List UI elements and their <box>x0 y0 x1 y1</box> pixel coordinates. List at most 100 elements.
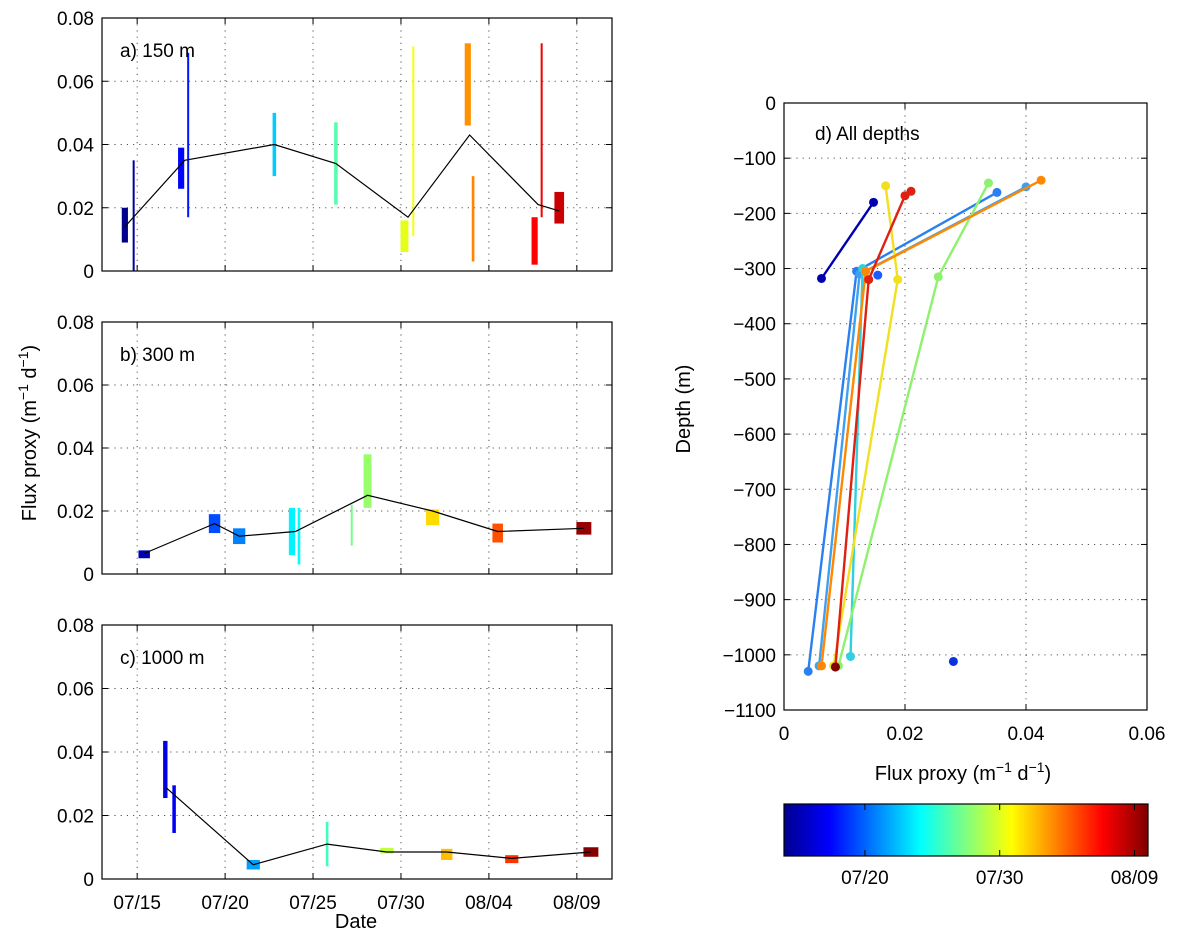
y-tick-label: 0.06 <box>57 680 94 701</box>
bar <box>531 217 538 265</box>
profile-line <box>820 179 1042 667</box>
xlabel-date: Date <box>335 911 377 933</box>
panel-c-1000m: 0 0.02 0.04 0.06 0.08 07/15 07/20 07/25 07/30 08/… <box>57 616 613 914</box>
bar <box>172 785 176 833</box>
y-tick-label: −600 <box>733 425 776 446</box>
y-tick-label: 0.04 <box>57 439 94 460</box>
axes-frame <box>101 17 613 272</box>
profile-point <box>983 178 993 188</box>
profile-point <box>864 275 874 285</box>
bar <box>132 160 135 271</box>
y-tick-label: −1000 <box>723 646 776 667</box>
xlabel-flux-proxy-d: Flux proxy (m−1 d−1) <box>875 759 1051 785</box>
profile-point <box>873 270 883 280</box>
bar <box>505 855 519 864</box>
profile-line <box>849 268 864 657</box>
axes-frame <box>783 102 1148 711</box>
colorbar-gradient <box>783 803 1149 857</box>
x-tick-label: 07/30 <box>377 893 425 914</box>
profile-point <box>869 197 879 207</box>
mean-line <box>124 134 560 228</box>
profile-line <box>820 201 875 280</box>
bar <box>440 848 453 860</box>
bar <box>121 207 128 243</box>
bar <box>400 220 409 253</box>
bar <box>380 847 394 854</box>
profile-point <box>830 662 840 672</box>
y-tick-label: 0.02 <box>57 807 94 828</box>
bar <box>350 504 353 546</box>
bar <box>426 509 440 526</box>
y-tick-label: 0.02 <box>57 502 94 523</box>
panel-title: a) 150 m <box>120 41 195 62</box>
profile-point <box>933 272 943 282</box>
y-tick-label: 0.06 <box>57 72 94 93</box>
y-tick-label: −800 <box>733 535 776 556</box>
profile-point <box>861 266 871 276</box>
mean-line <box>164 786 591 866</box>
profile-point <box>817 273 827 283</box>
x-tick-label: 0 <box>779 724 790 745</box>
profile-point <box>881 181 891 191</box>
x-tick-label: 08/04 <box>465 893 513 914</box>
profile-point <box>803 666 813 676</box>
y-tick-label: 0.08 <box>57 9 94 30</box>
bar <box>163 740 168 799</box>
bar <box>492 523 503 543</box>
profile-point <box>846 651 856 661</box>
y-tick-label: 0.04 <box>57 743 94 764</box>
x-tick-label: 0.06 <box>1129 724 1166 745</box>
ylabel-depth: Depth (m) <box>673 365 695 454</box>
y-tick-label: 0.08 <box>57 313 94 334</box>
panel-title: c) 1000 m <box>120 648 204 669</box>
bar <box>138 550 150 559</box>
panel-title: d) All depths <box>815 124 920 145</box>
x-tick-label: 0.04 <box>1008 724 1045 745</box>
axes-frame <box>101 624 613 880</box>
bar <box>297 507 301 565</box>
profile-point <box>900 191 910 201</box>
profile-line <box>837 182 990 667</box>
profile-point <box>948 656 958 666</box>
y-tick-label: 0.02 <box>57 199 94 220</box>
y-tick-label: −900 <box>733 591 776 612</box>
y-tick-label: 0.04 <box>57 136 94 157</box>
y-tick-label: −1100 <box>724 701 776 722</box>
bar <box>554 191 565 224</box>
axes-frame <box>101 321 613 575</box>
bar <box>412 46 415 237</box>
profile-point <box>817 661 827 671</box>
profile-line <box>817 185 1027 667</box>
bar <box>540 43 543 218</box>
y-tick-label: −100 <box>733 149 776 170</box>
bar <box>464 43 471 126</box>
bar <box>187 52 190 218</box>
y-tick-label: −700 <box>733 480 776 501</box>
y-tick-label: −300 <box>733 260 776 281</box>
colorbar-tick-label: 07/30 <box>976 868 1024 889</box>
profile-point <box>893 275 903 285</box>
colorbar-tick-label: 07/20 <box>841 868 889 889</box>
x-tick-label: 07/20 <box>201 893 249 914</box>
x-tick-label: 0.02 <box>887 724 924 745</box>
panel-title: b) 300 m <box>120 345 195 366</box>
bar <box>471 176 475 262</box>
colorbar-tick-label: 08/09 <box>1111 868 1159 889</box>
y-tick-label: 0 <box>765 94 776 115</box>
y-tick-label: 0.08 <box>57 616 94 637</box>
y-tick-label: 0 <box>83 565 94 586</box>
y-tick-label: −200 <box>733 204 776 225</box>
x-tick-label: 07/15 <box>113 893 161 914</box>
y-tick-label: 0 <box>83 262 94 283</box>
y-tick-label: 0 <box>83 870 94 891</box>
y-tick-label: −500 <box>733 370 776 391</box>
bar <box>363 454 372 508</box>
y-tick-label: −400 <box>733 315 776 336</box>
panel-a-150m: 0 0.02 0.04 0.06 0.08 a) 150 m <box>57 9 613 283</box>
colorbar: 07/20 07/30 08/09 <box>783 803 1159 889</box>
bar <box>178 147 185 189</box>
mean-line <box>143 494 584 555</box>
x-tick-label: 07/25 <box>289 893 337 914</box>
y-tick-label: 0.06 <box>57 376 94 397</box>
